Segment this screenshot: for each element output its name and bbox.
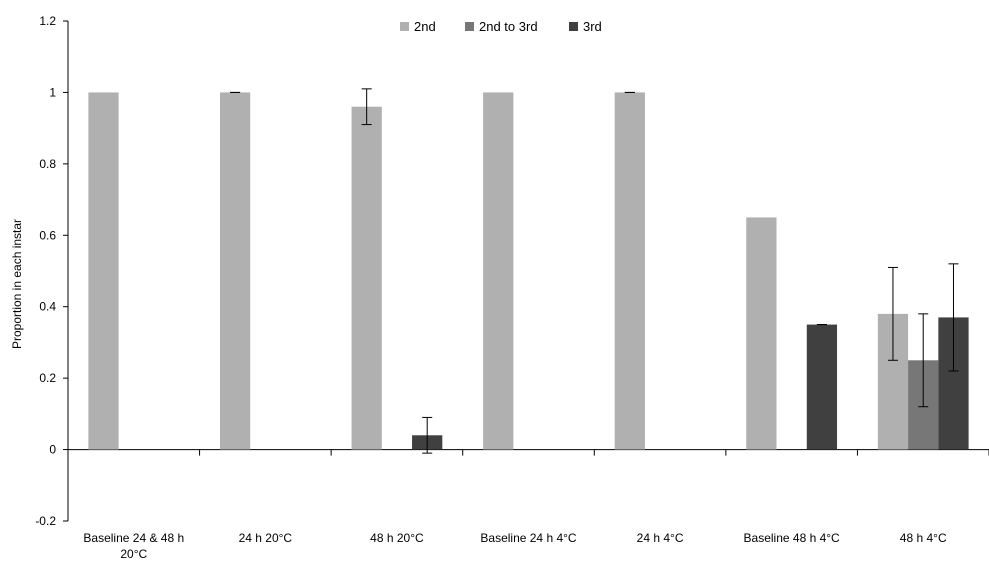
legend-swatch (569, 22, 578, 31)
y-tick-label: 0.2 (39, 371, 56, 385)
y-axis-title: Proportion in each instar (10, 219, 24, 349)
legend-label: 2nd to 3rd (479, 19, 538, 34)
legend-swatch (400, 22, 409, 31)
category-label: Baseline 48 h 4°C (744, 531, 841, 545)
bar (806, 324, 838, 450)
error-bars (230, 88, 959, 454)
bar (614, 92, 645, 450)
category-label: 24 h 4°C (637, 531, 684, 545)
category-label: 20°C (120, 547, 147, 561)
legend-label: 3rd (583, 19, 602, 34)
category-label: Baseline 24 h 4°C (480, 531, 577, 545)
category-label: Baseline 24 & 48 h (83, 531, 184, 545)
legend: 2nd 2nd to 3rd 3rd (400, 19, 602, 34)
legend-label: 2nd (414, 19, 436, 34)
y-axis: -0.2 0 0.2 0.4 0.6 0.8 1 1.2 (35, 14, 69, 528)
y-tick-label: -0.2 (35, 514, 56, 528)
y-tick-label: 0.6 (39, 228, 56, 242)
category-label: 48 h 4°C (900, 531, 947, 545)
bar (219, 92, 251, 450)
bars (88, 92, 969, 450)
bar (483, 92, 514, 450)
y-tick-label: 0.8 (39, 157, 56, 171)
y-tick-label: 1 (49, 85, 56, 99)
category-label: 24 h 20°C (239, 531, 293, 545)
bar (746, 217, 777, 450)
x-axis: Baseline 24 & 48 h 20°C 24 h 20°C 48 h 20°C… (67, 449, 989, 561)
bar (351, 106, 382, 450)
category-label: 48 h 20°C (370, 531, 424, 545)
y-tick-label: 0.4 (39, 300, 56, 314)
y-tick-label: 1.2 (39, 14, 56, 28)
bar (88, 92, 119, 450)
y-tick-label: 0 (49, 443, 56, 457)
legend-swatch (465, 22, 474, 31)
